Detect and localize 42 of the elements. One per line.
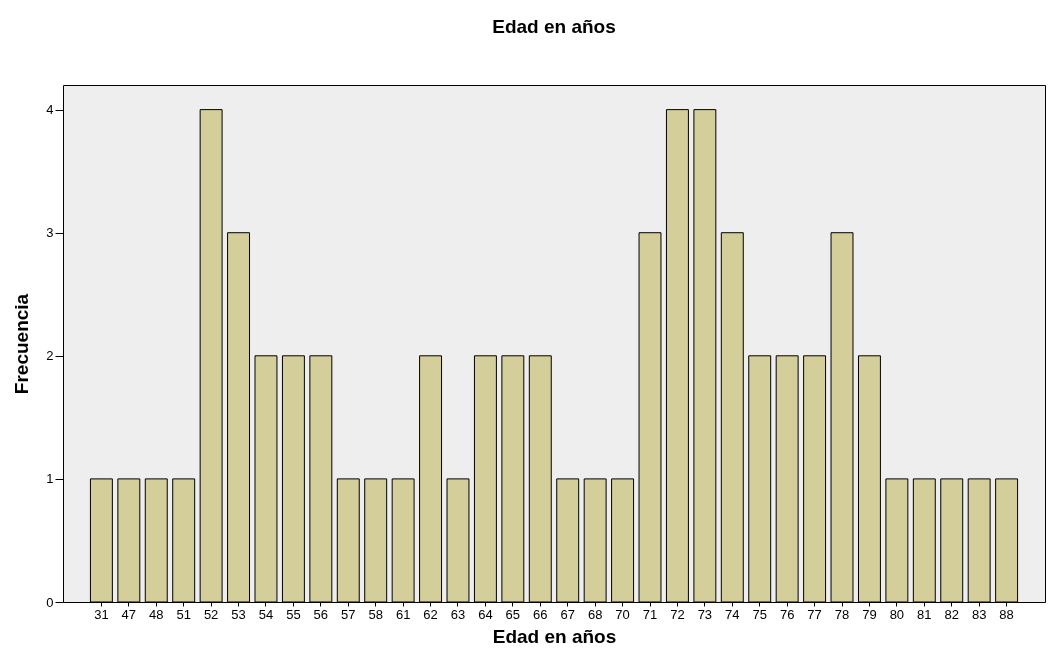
x-tick-label: 75 [752,606,767,622]
x-tick-label: 62 [423,606,438,622]
x-tick-label: 47 [121,606,137,622]
x-tick-label: 70 [615,606,630,622]
x-tick-label: 31 [94,606,109,622]
x-tick-label: 55 [286,606,301,622]
y-axis-title: Frecuencia [11,293,33,395]
y-tick-label: 2 [46,348,54,364]
x-tick-label: 63 [450,606,466,622]
x-tick-label: 78 [834,606,850,622]
x-tick-label: 88 [999,606,1014,622]
x-tick-label: 52 [203,606,219,622]
y-tick-label: 4 [46,102,54,118]
x-tick-label: 48 [149,606,164,622]
x-tick-label: 82 [944,606,959,622]
x-tick-label: 73 [697,606,713,622]
x-tick-label: 71 [642,606,658,622]
x-tick-label: 56 [313,606,329,622]
x-tick-label: 72 [670,606,685,622]
y-tick-label: 1 [46,471,54,487]
x-tick-label: 79 [862,606,877,622]
x-tick-label: 66 [533,606,548,622]
x-tick-label: 53 [231,606,246,622]
x-tick-label: 64 [478,606,493,622]
x-tick-label: 74 [725,606,740,622]
x-tick-label: 57 [341,606,356,622]
x-tick-label: 81 [917,606,932,622]
x-tick-label: 83 [971,606,987,622]
x-axis-title: Edad en años [492,625,617,647]
x-tick-label: 77 [807,606,822,622]
x-tick-label: 67 [560,606,575,622]
x-tick-label: 76 [779,606,795,622]
x-tick-label: 54 [258,606,274,622]
x-tick-label: 68 [587,606,603,622]
x-tick-label: 51 [176,606,191,622]
x-tick-label: 58 [368,606,383,622]
x-tick-label: 80 [889,606,905,622]
x-tick-label: 61 [395,606,411,622]
y-tick-label: 3 [46,225,54,241]
chart-title: Edad en años [492,16,616,37]
x-tick-label: 65 [505,606,521,622]
y-tick-label: 0 [46,594,54,610]
